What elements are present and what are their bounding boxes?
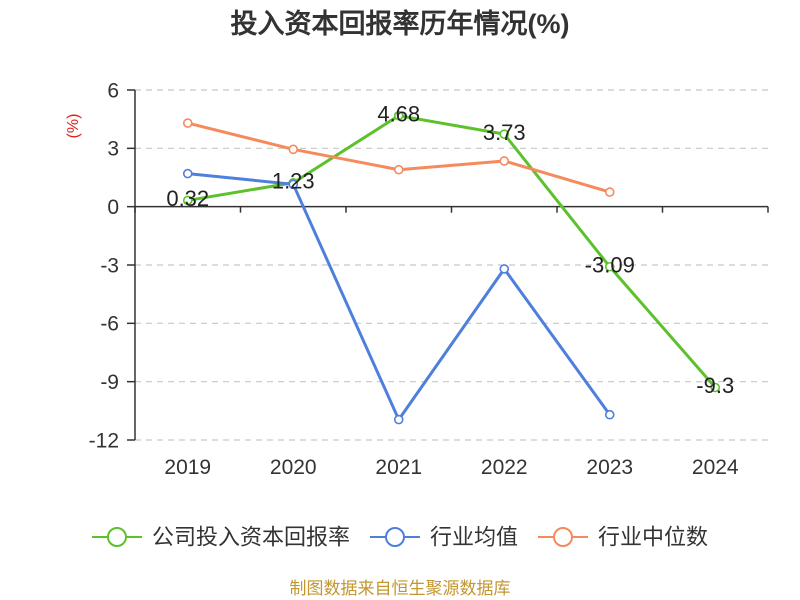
data-label: -3.09 bbox=[585, 252, 635, 277]
data-point bbox=[604, 409, 615, 420]
x-tick-label: 2022 bbox=[481, 456, 528, 479]
legend-marker-icon bbox=[553, 527, 574, 547]
x-tick-label: 2024 bbox=[692, 456, 739, 479]
series-1 bbox=[182, 110, 721, 393]
grid-lines bbox=[135, 89, 768, 441]
data-label: 3.73 bbox=[483, 120, 526, 145]
data-label: -9.3 bbox=[696, 373, 734, 398]
series-layer bbox=[182, 110, 721, 425]
x-tick-label: 2023 bbox=[586, 456, 633, 479]
data-point bbox=[604, 187, 615, 197]
y-axis-label: (%) bbox=[65, 114, 82, 139]
data-point bbox=[393, 164, 404, 175]
data-labels: 0.32 1.23 4.68 3.73 -3.09 -9.3 bbox=[166, 101, 734, 398]
legend-label: 行业中位数 bbox=[598, 525, 708, 550]
series-line bbox=[186, 114, 717, 389]
legend-marker-icon bbox=[384, 527, 405, 547]
y-tick-label: 6 bbox=[107, 79, 119, 102]
legend-item[interactable]: 行业中位数 bbox=[538, 525, 708, 550]
x-axis: 2019 2020 2021 2022 2023 2024 bbox=[134, 205, 769, 479]
y-tick-label: -9 bbox=[100, 371, 119, 394]
series-2 bbox=[182, 168, 615, 425]
data-point bbox=[499, 129, 510, 139]
legend-label: 行业均值 bbox=[430, 525, 518, 550]
data-point bbox=[182, 168, 193, 179]
source-note: 制图数据来自恒生聚源数据库 bbox=[290, 579, 511, 598]
y-tick-label: -12 bbox=[89, 429, 119, 452]
data-label: 4.68 bbox=[377, 101, 420, 126]
legend-label: 公司投入资本回报率 bbox=[152, 525, 350, 550]
chart-title: 投入资本回报率历年情况(%) bbox=[231, 8, 570, 39]
legend-item[interactable]: 行业均值 bbox=[369, 525, 518, 550]
legend-item[interactable]: 公司投入资本回报率 bbox=[91, 525, 350, 550]
data-point bbox=[499, 264, 510, 274]
data-point bbox=[288, 144, 299, 155]
legend-marker-icon bbox=[106, 527, 127, 547]
series-line bbox=[186, 172, 612, 422]
data-point bbox=[288, 179, 299, 190]
y-tick-label: 0 bbox=[107, 196, 119, 219]
y-tick-label: -3 bbox=[100, 254, 119, 277]
data-point bbox=[393, 110, 404, 121]
x-tick-label: 2020 bbox=[270, 456, 317, 479]
x-tick-label: 2021 bbox=[375, 456, 422, 479]
y-tick-label: -6 bbox=[100, 313, 119, 336]
y-tick-label: 3 bbox=[107, 138, 119, 161]
data-label: 0.32 bbox=[166, 186, 209, 211]
data-point bbox=[710, 382, 721, 393]
series-line bbox=[186, 121, 612, 194]
data-point bbox=[182, 195, 193, 206]
legend: 公司投入资本回报率 行业均值 行业中位数 bbox=[91, 525, 708, 550]
y-axis: 6 3 0 -3 -6 -9 -12 bbox=[89, 79, 136, 452]
series-3 bbox=[182, 118, 615, 197]
data-point bbox=[393, 414, 404, 425]
data-point bbox=[499, 156, 510, 166]
data-label: 1.23 bbox=[272, 168, 315, 193]
x-tick-label: 2019 bbox=[164, 456, 211, 479]
data-point bbox=[604, 261, 615, 272]
data-point bbox=[182, 118, 193, 128]
